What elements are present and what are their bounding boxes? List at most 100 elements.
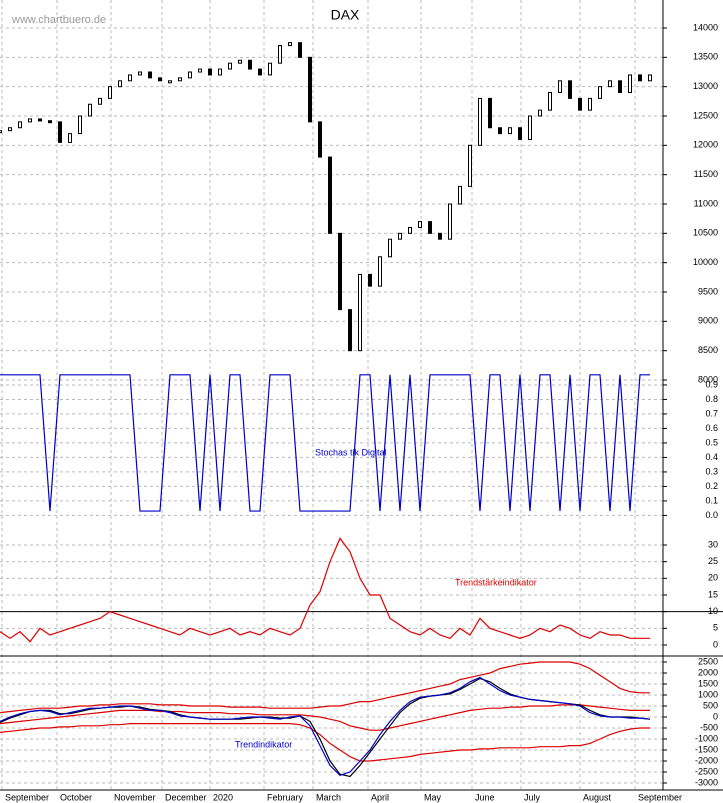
candle (208, 68, 212, 76)
candle (378, 256, 382, 287)
x-tick-label: September (638, 792, 682, 802)
y-tick-label: 20 (708, 573, 718, 583)
candle (438, 232, 442, 240)
candle (568, 80, 572, 99)
candle (258, 68, 262, 76)
x-tick-label: March (316, 792, 341, 802)
y-tick-label: 0 (713, 639, 718, 649)
y-tick-label: 9500 (698, 286, 718, 296)
x-tick-label: February (267, 792, 304, 802)
candle (408, 226, 412, 234)
y-tick-label: 0.6 (705, 423, 718, 433)
candle (238, 59, 242, 64)
candle (218, 68, 222, 76)
y-tick-label: 15 (708, 589, 718, 599)
x-tick-label: July (524, 792, 541, 802)
y-tick-label: -500 (700, 722, 718, 732)
candle (328, 156, 332, 234)
x-tick-label: December (165, 792, 207, 802)
candle (528, 115, 532, 140)
y-tick-label: 12000 (693, 140, 718, 150)
candle (428, 221, 432, 234)
annotation: Trendstärkeindikator (455, 577, 537, 587)
y-tick-label: 0 (713, 711, 718, 721)
y-tick-label: 0.2 (705, 481, 718, 491)
x-tick-label: May (424, 792, 442, 802)
series-line (0, 704, 650, 731)
candle (338, 232, 342, 311)
candle (538, 109, 542, 117)
x-tick-label: September (5, 792, 49, 802)
x-tick-label: October (60, 792, 92, 802)
x-tick-label: 2020 (213, 792, 233, 802)
candle (138, 71, 142, 76)
candle (478, 97, 482, 146)
candle (418, 221, 422, 228)
x-tick-label: November (114, 792, 156, 802)
series-line (0, 661, 650, 714)
y-tick-label: 1000 (698, 689, 718, 699)
y-tick-label: 8500 (698, 345, 718, 355)
y-tick-label: 0.5 (705, 437, 718, 447)
x-tick-label: April (371, 792, 389, 802)
candle (318, 121, 322, 158)
candle (8, 127, 12, 132)
candle (0, 130, 2, 134)
candle (508, 127, 512, 135)
series-line (0, 723, 650, 762)
candle (618, 80, 622, 94)
candle (98, 97, 102, 105)
candle (558, 80, 562, 94)
candle (288, 42, 292, 47)
y-tick-label: -2000 (695, 755, 718, 765)
candle (368, 273, 372, 287)
candle (498, 127, 502, 135)
y-tick-label: -2500 (695, 766, 718, 776)
candle (158, 77, 162, 82)
y-tick-label: -3000 (695, 777, 718, 787)
y-tick-label: 2000 (698, 667, 718, 677)
y-tick-label: 30 (708, 539, 718, 549)
candle (548, 92, 552, 111)
y-tick-label: 10500 (693, 228, 718, 238)
candle (88, 103, 92, 117)
x-tick-label: June (475, 792, 495, 802)
watermark: www.chartbuero.de (11, 14, 106, 26)
candle (358, 273, 362, 352)
candle (178, 77, 182, 82)
candle (468, 144, 472, 187)
candle (298, 42, 302, 58)
candle (148, 71, 152, 79)
y-tick-label: 13000 (693, 81, 718, 91)
series-line (0, 676, 651, 776)
candle (388, 238, 392, 258)
y-tick-label: 0.3 (705, 466, 718, 476)
candle (58, 121, 62, 143)
candle (628, 74, 632, 94)
candle (28, 118, 32, 123)
y-tick-label: 0.9 (705, 379, 718, 389)
y-tick-label: 8000 (698, 374, 718, 384)
candle (648, 74, 652, 82)
y-tick-label: 14000 (693, 22, 718, 32)
annotation: Trendindikator (235, 739, 292, 749)
candle (448, 203, 452, 240)
candle (268, 62, 272, 76)
y-tick-label: 11000 (694, 198, 718, 208)
y-tick-label: 5 (713, 623, 718, 633)
x-tick-label: August (583, 792, 612, 802)
candle (348, 309, 352, 352)
y-tick-label: 25 (708, 556, 718, 566)
y-tick-label: 9000 (698, 316, 718, 326)
candle (588, 97, 592, 111)
y-tick-label: 0.8 (705, 394, 718, 404)
candle (228, 62, 232, 70)
y-tick-label: 0.0 (705, 510, 718, 520)
y-tick-label: 0.7 (705, 408, 718, 418)
y-tick-label: 500 (703, 700, 718, 710)
y-tick-label: 10 (708, 606, 718, 616)
candle (168, 80, 172, 84)
candle (188, 71, 192, 79)
